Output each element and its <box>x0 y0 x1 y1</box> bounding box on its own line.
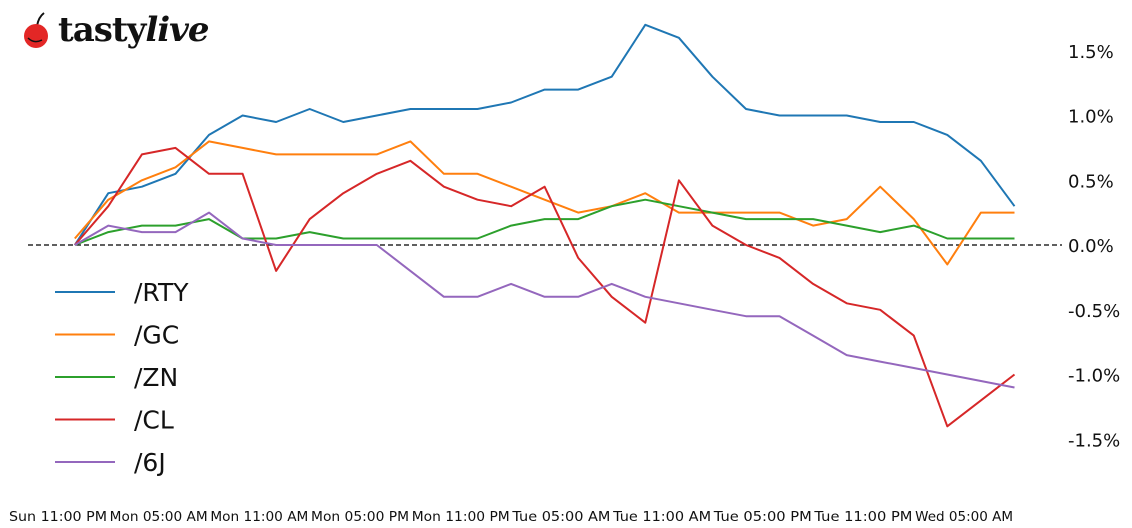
y-tick-label: -1.5% <box>1068 430 1120 451</box>
tastylive-logo: tastylive <box>20 10 210 50</box>
y-tick-label: -1.0% <box>1068 366 1120 387</box>
y-tick-label: 0.0% <box>1068 236 1114 257</box>
legend-label: /ZN <box>134 363 178 392</box>
series-line-6j <box>74 211 1015 389</box>
x-tick-label: Tue 11:00 PM <box>813 509 912 525</box>
x-tick-label: Mon 05:00 AM <box>110 509 208 525</box>
series-line-gc <box>74 140 1015 266</box>
y-tick-label: -0.5% <box>1068 301 1120 322</box>
x-tick-label: Mon 05:00 PM <box>311 509 409 525</box>
y-tick-label: 1.5% <box>1068 42 1114 63</box>
logo-wordmark: tastylive <box>58 10 210 50</box>
cherry-icon <box>24 12 48 48</box>
x-tick-label: Tue 05:00 AM <box>511 509 610 525</box>
legend-label: /CL <box>134 406 174 435</box>
y-tick-label: 1.0% <box>1068 107 1114 128</box>
x-tick-label: Tue 05:00 PM <box>713 509 812 525</box>
x-tick-label: Tue 11:00 AM <box>612 509 711 525</box>
x-tick-label: Wed 05:00 AM <box>915 509 1013 525</box>
x-tick-label: Mon 11:00 PM <box>412 509 510 525</box>
series-line-cl <box>74 146 1016 428</box>
legend-label: /GC <box>134 321 179 350</box>
y-tick-label: 0.5% <box>1068 171 1114 192</box>
legend-label: /RTY <box>134 278 189 307</box>
series-line-zn <box>74 198 1015 246</box>
legend-label: /6J <box>134 448 166 477</box>
x-tick-label: Mon 11:00 AM <box>210 509 308 525</box>
x-tick-label: Sun 11:00 PM <box>9 509 107 525</box>
series-line-rty <box>73 23 1016 246</box>
